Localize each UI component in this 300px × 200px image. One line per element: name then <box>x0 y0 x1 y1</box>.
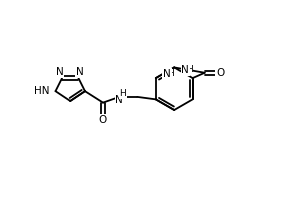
Text: N: N <box>116 95 123 105</box>
Text: H: H <box>119 89 126 98</box>
Text: N: N <box>182 65 189 75</box>
Text: N: N <box>56 67 64 77</box>
Text: N: N <box>76 67 84 77</box>
Text: H: H <box>186 65 193 74</box>
Text: H: H <box>168 69 174 78</box>
Text: O: O <box>216 68 224 78</box>
Text: N: N <box>163 69 171 79</box>
Text: HN: HN <box>34 86 50 96</box>
Text: O: O <box>99 115 107 125</box>
